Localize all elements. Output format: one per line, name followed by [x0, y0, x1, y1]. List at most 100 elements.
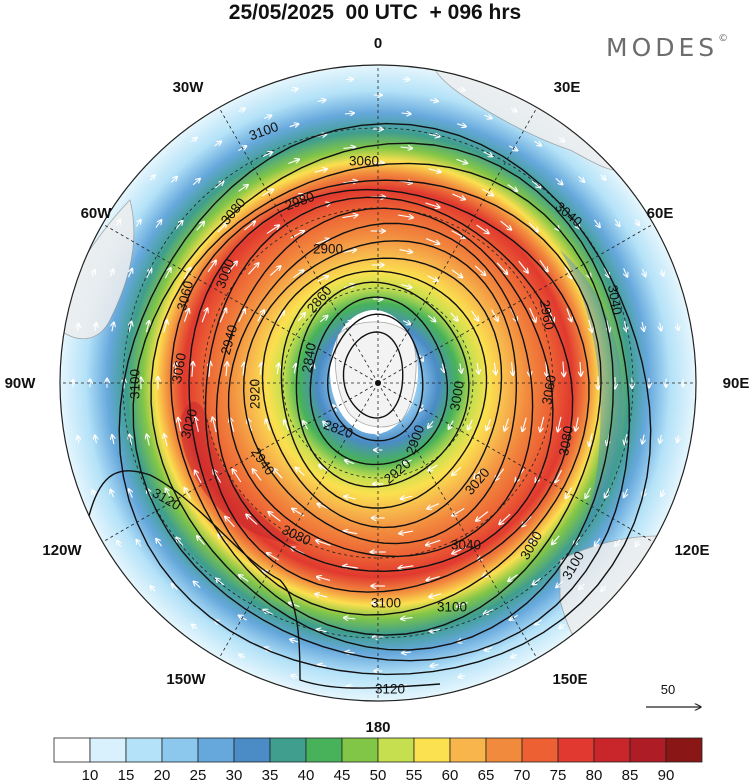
wind-arrow	[147, 434, 150, 446]
wind-arrow	[539, 259, 548, 272]
wind-arrow	[430, 665, 439, 667]
wind-arrow	[343, 147, 356, 148]
wind-arrow	[129, 268, 133, 278]
longitude-label: 150W	[166, 671, 206, 688]
wind-arrow	[604, 267, 610, 278]
colorbar-swatch	[521, 737, 559, 763]
wind-arrow	[346, 79, 353, 80]
wind-arrow	[226, 362, 227, 377]
height-contours	[87, 122, 652, 689]
wind-arrow	[344, 113, 355, 114]
wind-arrow	[483, 609, 494, 615]
wind-arrow	[426, 576, 440, 581]
wind-arrow	[477, 363, 479, 374]
height-contour	[295, 281, 470, 488]
wind-arrow	[264, 648, 272, 651]
wind-arrow	[565, 487, 573, 498]
meridian-line	[102, 223, 379, 384]
wind-arrow	[518, 260, 529, 273]
wind-arrow	[484, 115, 492, 118]
longitude-label: 60W	[81, 205, 113, 222]
wind-arrow	[558, 137, 565, 141]
wind-arrow	[316, 577, 331, 581]
wind-arrow	[110, 489, 113, 498]
jet-core-max	[180, 401, 300, 545]
height-contour	[227, 222, 534, 558]
wind-arrow	[547, 307, 554, 322]
colorbar-swatch	[125, 737, 163, 763]
contour-label: 2960	[537, 299, 557, 331]
colorbar-swatch	[629, 737, 667, 763]
wind-arrow	[510, 108, 518, 111]
wind-arrow	[564, 267, 572, 278]
wind-arrow	[184, 487, 192, 499]
wind-arrow	[243, 362, 244, 376]
wind-arrow	[534, 140, 542, 146]
wind-arrow	[399, 250, 413, 253]
wind-arrow	[239, 575, 249, 582]
wind-arrow	[176, 537, 184, 546]
height-contour	[188, 188, 590, 616]
wind-arrow	[95, 323, 97, 332]
colorbar-tick-label: 70	[514, 767, 531, 782]
meridian-line	[218, 382, 379, 659]
wind-arrow	[615, 539, 621, 547]
wind-arrow	[238, 185, 249, 192]
wind-arrow	[227, 261, 238, 274]
height-contour	[309, 296, 449, 466]
wind-arrow	[290, 89, 298, 91]
wind-arrow	[456, 158, 468, 163]
wind-arrow	[135, 220, 141, 227]
wind-arrow	[400, 496, 413, 499]
lat-lon-grid	[60, 65, 696, 701]
colorbar-swatch	[233, 737, 271, 763]
wind-arrow	[660, 322, 662, 331]
wind-arrow	[457, 601, 468, 607]
brand-name: MODES	[606, 33, 719, 62]
wind-arrow	[247, 263, 259, 275]
wind-arrow	[315, 594, 328, 597]
wind-arrow	[190, 137, 197, 141]
colorbar-tick-label: 20	[154, 767, 171, 782]
wind-arrow	[276, 311, 284, 322]
contour-label: 3120	[375, 682, 405, 697]
wind-arrow	[400, 285, 412, 288]
wind-arrow	[171, 176, 177, 183]
wind-arrow	[452, 193, 465, 200]
wind-arrow	[244, 221, 255, 231]
wind-arrow	[614, 219, 620, 227]
wind-arrow	[318, 665, 327, 667]
wind-arrow	[450, 312, 458, 321]
height-contour	[150, 162, 615, 651]
wind-arrow	[164, 268, 171, 279]
wind-arrow	[343, 181, 357, 183]
wind-arrow	[635, 219, 639, 225]
wind-arrow	[402, 652, 412, 653]
wind-arrow	[149, 175, 155, 181]
wind-arrow	[642, 434, 644, 444]
colorbar-swatch	[305, 737, 343, 763]
reference-vector: 50	[646, 682, 701, 707]
wind-arrow	[291, 675, 299, 677]
wind-arrow	[398, 566, 414, 568]
wind-arrow	[427, 275, 438, 282]
wind-arrow	[451, 269, 463, 278]
meridian-line	[102, 382, 379, 543]
colorbar-swatch	[53, 737, 91, 763]
contour-label: 3060	[169, 352, 189, 384]
wind-arrow	[402, 321, 411, 325]
wind-arrow	[319, 465, 329, 472]
wind-arrow	[146, 268, 152, 278]
wind-arrow	[643, 268, 646, 277]
wind-arrow	[476, 224, 490, 234]
colorbar-swatch	[377, 737, 415, 763]
wind-arrow	[95, 435, 97, 444]
wind-arrow	[268, 512, 281, 522]
wind-arrow	[201, 308, 208, 323]
colorbar-tick-label: 55	[406, 767, 423, 782]
wind-arrow	[191, 624, 198, 628]
wind-arrow	[292, 270, 304, 279]
wind-arrow	[290, 231, 305, 239]
longitude-label: 90E	[723, 375, 750, 392]
height-contour	[118, 122, 652, 676]
